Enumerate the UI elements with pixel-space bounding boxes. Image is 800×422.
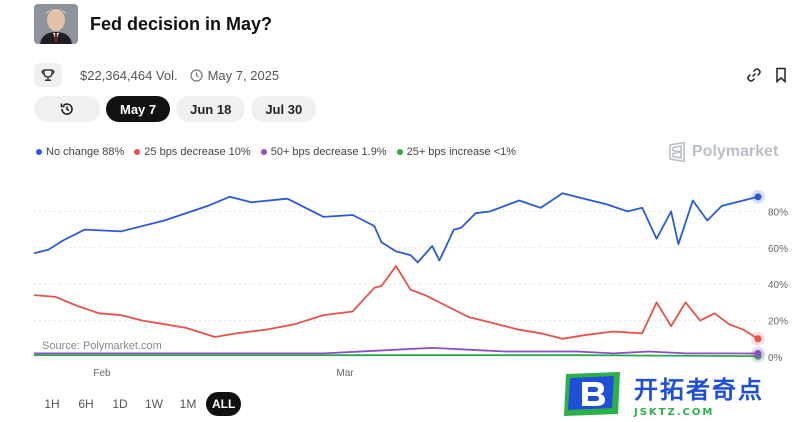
meta-actions [746, 67, 788, 83]
tab-jul-30[interactable]: Jul 30 [251, 96, 317, 122]
brand-name: Polymarket [692, 143, 779, 160]
range-1m[interactable]: 1M [179, 397, 197, 411]
date-tabs: May 7 Jun 18 Jul 30 [34, 96, 317, 122]
series-line-50bps-decrease [34, 347, 759, 355]
legend-item-25bps-decrease: 25 bps decrease 10% [134, 146, 251, 158]
x-tick-label: Mar [336, 368, 354, 379]
series-endpoint-25bps-decrease [754, 335, 762, 343]
legend-label: 25 bps decrease 10% [144, 146, 251, 158]
legend-label: No change 88% [46, 146, 125, 158]
range-6h[interactable]: 6H [78, 397, 94, 411]
x-tick-label: Feb [93, 368, 111, 379]
watermark-cn: 开拓者奇点 [634, 376, 764, 404]
bookmark-icon[interactable] [774, 67, 788, 83]
range-1d[interactable]: 1D [112, 397, 128, 411]
end-date: May 7, 2025 [189, 67, 280, 83]
series-endpoint-50bps-decrease [754, 350, 762, 358]
range-1w[interactable]: 1W [145, 397, 163, 411]
trophy-button[interactable] [34, 63, 62, 87]
y-tick-label: 20% [768, 317, 788, 328]
range-1h[interactable]: 1H [44, 397, 60, 411]
tab-jun-18[interactable]: Jun 18 [176, 96, 246, 122]
probability-chart[interactable]: 80% 60% 40% 20% 0% Feb Mar [0, 170, 800, 380]
market-avatar [34, 4, 78, 44]
legend-item-50bps-decrease: 50+ bps decrease 1.9% [260, 146, 387, 158]
legend-label: 25+ bps increase <1% [406, 146, 517, 158]
watermark-en: JSKTZ.COM [634, 407, 715, 418]
time-range-selector: 1H 6H 1D 1W 1M ALL [36, 392, 242, 416]
y-tick-label: 80% [768, 207, 788, 218]
link-icon[interactable] [746, 67, 762, 83]
legend-label: 50+ bps decrease 1.9% [270, 146, 387, 158]
series-endpoint-no-change [754, 193, 762, 201]
market-meta-row: $22,364,464 Vol. May 7, 2025 [34, 62, 794, 88]
polymarket-brand: Polymarket [668, 142, 778, 162]
chart-source: Source: Polymarket.com [42, 340, 162, 352]
market-title: Fed decision in May? [90, 13, 273, 34]
watermark-texts: 开拓者奇点 JSKTZ.COM [634, 370, 764, 418]
history-icon [60, 103, 73, 115]
end-date-text: May 7, 2025 [207, 67, 280, 83]
chart-legend: No change 88% 25 bps decrease 10% 50+ bp… [36, 146, 516, 158]
tab-may-7[interactable]: May 7 [106, 96, 171, 122]
y-tick-label: 60% [768, 244, 788, 255]
clock-icon [189, 68, 203, 82]
watermark: 开拓者奇点 JSKTZ.COM [558, 366, 798, 422]
volume-text: $22,364,464 Vol. [80, 67, 178, 83]
series-line-25bps-increase [34, 354, 759, 357]
watermark-logo [564, 372, 620, 416]
trophy-icon [41, 69, 55, 81]
series-line-no-change [33, 192, 759, 264]
legend-dot [36, 149, 42, 155]
legend-dot [134, 149, 141, 155]
y-tick-label: 40% [768, 280, 788, 291]
legend-dot [396, 149, 403, 155]
y-tick-label: 0% [768, 353, 783, 364]
series-line-25bps-decrease [33, 265, 759, 340]
history-button[interactable] [34, 96, 100, 122]
legend-item-25bps-increase: 25+ bps increase <1% [396, 146, 517, 158]
range-all[interactable]: ALL [206, 392, 242, 416]
polymarket-logo-icon [669, 142, 685, 162]
legend-dot [260, 149, 267, 155]
market-header: Fed decision in May? [34, 4, 272, 44]
legend-item-no-change: No change 88% [36, 146, 124, 158]
